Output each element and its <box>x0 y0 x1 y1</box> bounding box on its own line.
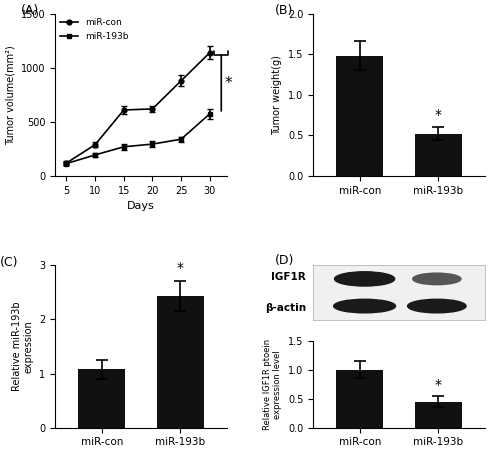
Y-axis label: Relative IGF1R ptoein
expression level: Relative IGF1R ptoein expression level <box>263 339 282 430</box>
Ellipse shape <box>413 273 461 285</box>
Bar <box>414 134 462 176</box>
Text: β-actin: β-actin <box>265 303 306 313</box>
Ellipse shape <box>334 272 394 286</box>
Ellipse shape <box>408 299 466 313</box>
Y-axis label: Tumor weight(g): Tumor weight(g) <box>272 55 282 135</box>
Text: *: * <box>224 76 232 91</box>
Text: (D): (D) <box>275 254 294 268</box>
Text: *: * <box>434 379 442 392</box>
Bar <box>336 370 384 428</box>
Text: *: * <box>176 261 184 274</box>
Text: (B): (B) <box>275 4 293 17</box>
Text: *: * <box>434 108 442 121</box>
Bar <box>156 296 204 428</box>
Bar <box>414 402 462 428</box>
Legend: miR-con, miR-193b: miR-con, miR-193b <box>60 18 128 40</box>
Ellipse shape <box>334 299 396 313</box>
Text: (A): (A) <box>20 4 39 17</box>
Bar <box>336 56 384 176</box>
X-axis label: Days: Days <box>127 201 155 211</box>
Bar <box>78 369 126 428</box>
Text: (C): (C) <box>0 256 18 268</box>
Text: IGF1R: IGF1R <box>272 272 306 282</box>
Y-axis label: Relative miR-193b
expression: Relative miR-193b expression <box>12 302 34 391</box>
Y-axis label: Tumor volume(mm²): Tumor volume(mm²) <box>5 45 15 145</box>
